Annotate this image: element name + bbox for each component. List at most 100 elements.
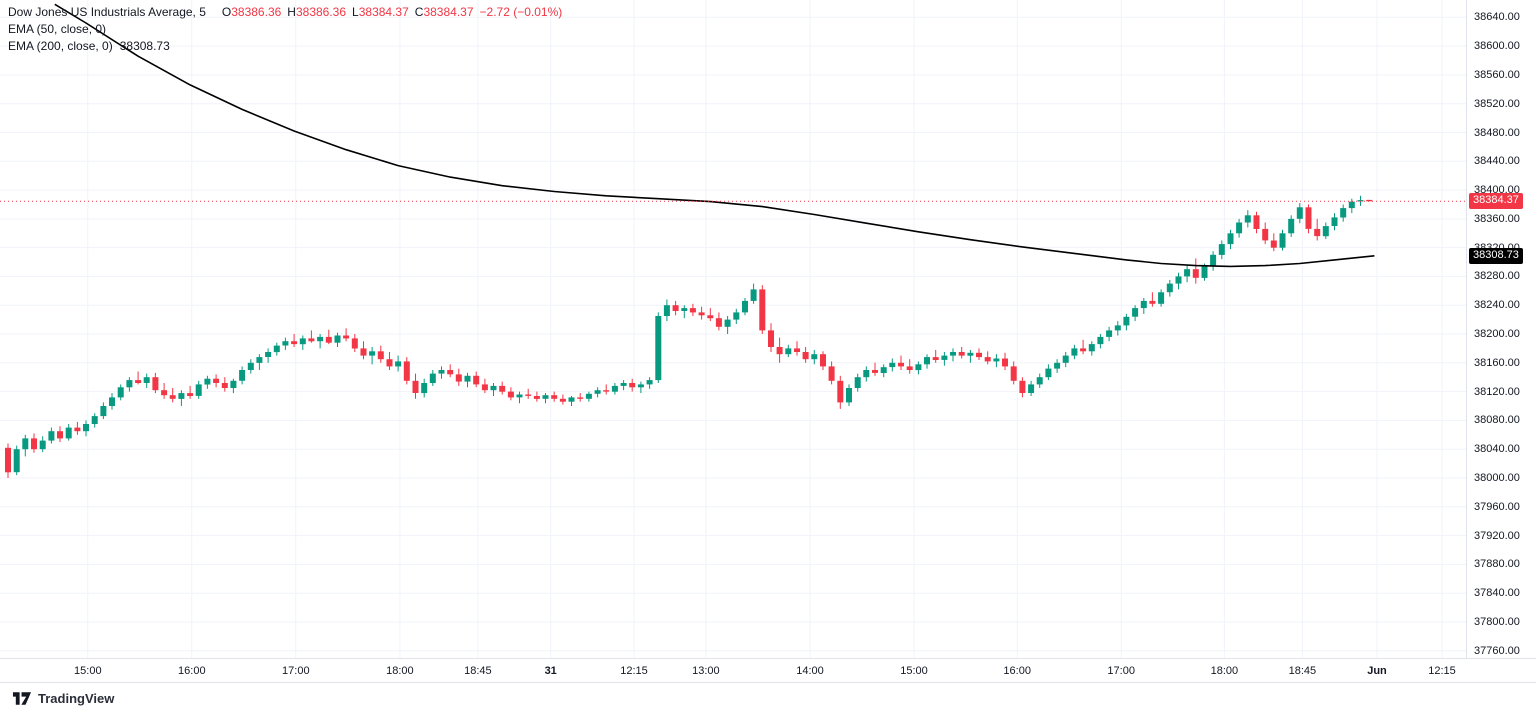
candle-body: [1279, 233, 1286, 248]
candle-body: [5, 447, 11, 473]
candle-body: [646, 380, 653, 385]
candle-body: [1192, 269, 1199, 278]
candle-body: [490, 385, 497, 391]
chart-canvas[interactable]: Dow Jones US Industrials Average, 5 O 383…: [0, 0, 1466, 658]
time-axis[interactable]: 15:00 16:00 17:00 18:00 18:45 31 12:15 13:00 14:…: [0, 658, 1536, 683]
price-axis[interactable]: 38640.00 38600.00 38560.00 38520.00 38480.00…: [1466, 0, 1536, 658]
ema200-label[interactable]: EMA (200, close, 0): [8, 39, 113, 53]
candle-body: [386, 359, 393, 367]
time-axis-label: 18:45: [464, 665, 492, 677]
candle-body: [802, 352, 809, 360]
tradingview-brand-text[interactable]: TradingView: [38, 691, 115, 706]
legend-ema200-row[interactable]: EMA (200, close, 0) 38308.73: [8, 38, 562, 55]
candle-body: [143, 377, 150, 383]
candle-body: [464, 375, 471, 382]
candle-body: [1218, 244, 1225, 255]
candle-body: [1175, 276, 1182, 284]
candle-body: [698, 312, 705, 316]
time-axis-label: 18:00: [1210, 665, 1239, 677]
price-axis-label: 38240.00: [1474, 299, 1520, 312]
candle-body: [906, 366, 913, 370]
candle-body: [325, 336, 332, 343]
candle-body: [863, 370, 870, 378]
candle-body: [620, 383, 627, 386]
candle-body: [247, 362, 254, 370]
candle-body: [1270, 240, 1277, 248]
candlestick-chart[interactable]: [0, 0, 1466, 658]
candle-body: [1123, 316, 1130, 326]
candle-body: [811, 354, 818, 360]
time-axis-label: 13:00: [692, 665, 720, 677]
candle-body: [846, 388, 852, 403]
candle-body: [1054, 362, 1061, 369]
candle-body: [880, 367, 887, 373]
candle-body: [681, 308, 688, 311]
candle-body: [984, 357, 991, 362]
candle-body: [1262, 228, 1269, 241]
candle-body: [291, 341, 298, 345]
candle-body: [273, 345, 280, 353]
ema200-line[interactable]: [54, 3, 1375, 268]
tradingview-logo-icon: [12, 692, 32, 705]
candle-body: [663, 305, 670, 316]
candle-body: [1201, 266, 1208, 278]
ohlc-low-label: L: [352, 5, 359, 19]
tradingview-brand[interactable]: TradingView: [12, 691, 114, 706]
price-axis-label: 38360.00: [1474, 212, 1520, 225]
candle-body: [837, 380, 844, 403]
candle-body: [403, 361, 410, 381]
candle-body: [1314, 228, 1321, 237]
candle-body: [421, 383, 428, 394]
candle-body: [655, 316, 662, 381]
candle-body: [637, 384, 644, 388]
price-axis-label: 38200.00: [1474, 328, 1520, 340]
price-axis-label: 38480.00: [1474, 126, 1520, 139]
candle-body: [91, 416, 98, 424]
price-axis-label: 37800.00: [1474, 616, 1520, 628]
candle-body: [31, 438, 37, 450]
candle-body: [568, 397, 575, 402]
candle-body: [828, 366, 835, 381]
candle-body: [1071, 348, 1078, 356]
candle-body: [1348, 201, 1355, 209]
candle-body: [1062, 355, 1069, 363]
candle-body: [924, 357, 930, 365]
ohlc-close-label: C: [414, 5, 424, 19]
candle-body: [1296, 207, 1303, 219]
ema50-label[interactable]: EMA (50, close, 0): [8, 22, 107, 36]
candle-body: [1158, 292, 1165, 304]
candle-body: [455, 374, 462, 382]
candle-body: [1045, 368, 1052, 378]
candle-body: [993, 358, 1000, 362]
legend-ema50-row[interactable]: EMA (50, close, 0): [8, 21, 562, 38]
time-axis-label: Jun: [1367, 665, 1387, 677]
candle-body: [1184, 269, 1191, 277]
ohlc-low-value: 38384.37: [358, 5, 409, 19]
candle-body: [1019, 380, 1026, 393]
time-axis-label: 15:00: [900, 665, 928, 677]
candle-body: [1097, 336, 1104, 345]
candle-body: [161, 390, 168, 396]
price-badge: 38384.37: [1469, 193, 1523, 210]
candle-body: [525, 394, 532, 396]
time-axis-label: 14:00: [796, 665, 824, 677]
candle-body: [126, 380, 133, 388]
candle-body: [1288, 218, 1295, 234]
price-axis-label: 38520.00: [1474, 97, 1520, 110]
candle-body: [976, 352, 982, 358]
candle-body: [932, 357, 939, 360]
candle-body: [57, 431, 63, 439]
candle-body: [1088, 344, 1095, 352]
candle-body: [1028, 384, 1035, 393]
candle-body: [1132, 308, 1139, 317]
candle-body: [204, 378, 211, 385]
candle-body: [1210, 254, 1217, 267]
candle-body: [135, 380, 142, 383]
candle-body: [542, 395, 549, 399]
price-axis-label: 38000.00: [1474, 472, 1520, 484]
symbol-title[interactable]: Dow Jones US Industrials Average, 5: [8, 5, 206, 19]
price-axis-label: 37960.00: [1474, 500, 1520, 513]
candle-body: [585, 393, 592, 399]
legend-symbol-row[interactable]: Dow Jones US Industrials Average, 5 O 383…: [8, 4, 562, 21]
candle-body: [360, 348, 367, 356]
